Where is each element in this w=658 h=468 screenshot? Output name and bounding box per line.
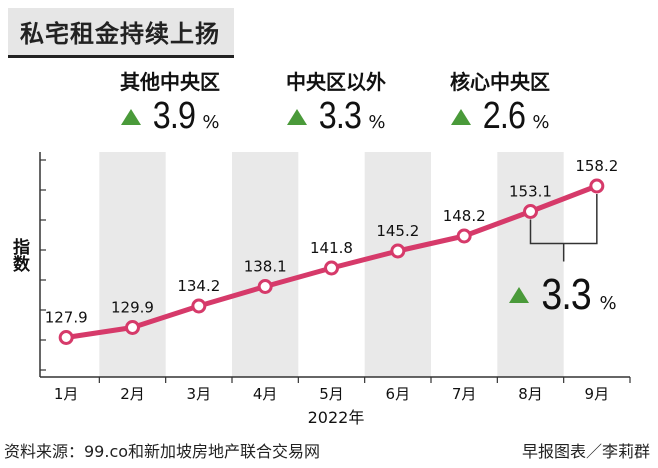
data-point <box>58 330 74 345</box>
kpi-outside-central: 中央区以外 3.3 % <box>266 66 406 138</box>
kpi-unit: % <box>368 112 386 133</box>
shaded-band <box>364 152 431 377</box>
shaded-band <box>497 152 564 377</box>
y-axis-label: 指数 <box>9 237 30 273</box>
up-arrow-icon <box>120 108 141 125</box>
data-point <box>589 178 605 194</box>
up-arrow-icon <box>450 108 471 125</box>
x-tick-label: 1月 <box>54 385 79 403</box>
x-tick-label: 9月 <box>585 385 610 403</box>
kpi-label: 中央区以外 <box>286 70 386 94</box>
data-point <box>390 243 406 259</box>
chart-title: 私宅租金持续上扬 <box>8 8 234 58</box>
kpi-label: 其他中央区 <box>120 70 220 94</box>
change-value: 3.3 <box>541 270 592 319</box>
credit-note: 早报图表／李莉群 <box>521 442 650 461</box>
data-label: 129.9 <box>111 299 154 317</box>
data-label: 148.2 <box>443 207 486 225</box>
x-ticks: 1月 2月 3月 4月 5月 6月 7月 8月 9月 <box>54 377 631 403</box>
data-label: 134.2 <box>177 277 220 295</box>
data-label: 153.1 <box>509 183 552 201</box>
x-tick-label: 6月 <box>386 385 411 403</box>
kpi-value: 3.3 <box>318 95 361 137</box>
kpi-label: 核心中央区 <box>450 70 550 94</box>
change-unit: % <box>599 293 617 314</box>
x-tick-label: 2月 <box>120 385 145 403</box>
up-arrow-icon <box>509 287 530 303</box>
up-arrow-icon <box>286 108 307 125</box>
data-point <box>456 228 472 244</box>
x-axis-label: 2022年 <box>308 408 365 427</box>
data-point <box>257 279 273 294</box>
kpi-core-central: 核心中央区 2.6 % <box>430 66 570 138</box>
data-labels: 127.9 129.9 134.2 138.1 141.8 145.2 148.2 153.1… <box>45 157 619 327</box>
data-label: 138.1 <box>244 258 287 276</box>
data-point <box>191 298 207 314</box>
shaded-band <box>99 152 166 377</box>
data-label: 127.9 <box>45 309 88 327</box>
kpi-unit: % <box>202 112 220 133</box>
x-tick-label: 3月 <box>187 385 212 403</box>
data-point <box>324 260 339 276</box>
x-tick-label: 7月 <box>452 385 477 403</box>
x-tick-label: 4月 <box>253 385 278 403</box>
data-label: 141.8 <box>310 239 353 257</box>
shaded-bands <box>99 152 564 377</box>
kpi-value: 3.9 <box>152 95 195 137</box>
data-label: 158.2 <box>575 157 618 175</box>
kpi-unit: % <box>532 112 550 133</box>
data-point <box>523 204 538 219</box>
series-markers <box>58 178 605 345</box>
kpi-value: 2.6 <box>482 95 525 137</box>
shaded-band <box>232 152 299 377</box>
data-label: 145.2 <box>376 222 419 240</box>
change-callout: 3.3 % <box>508 270 618 320</box>
source-note: 资料来源：99.co和新加坡房地产联合交易网 <box>4 442 321 461</box>
y-ticks <box>40 159 46 371</box>
kpi-other-central: 其他中央区 3.9 % <box>100 66 240 138</box>
x-tick-label: 5月 <box>319 385 344 403</box>
data-point <box>125 320 140 335</box>
x-tick-label: 8月 <box>518 385 543 403</box>
change-bracket <box>529 194 598 262</box>
